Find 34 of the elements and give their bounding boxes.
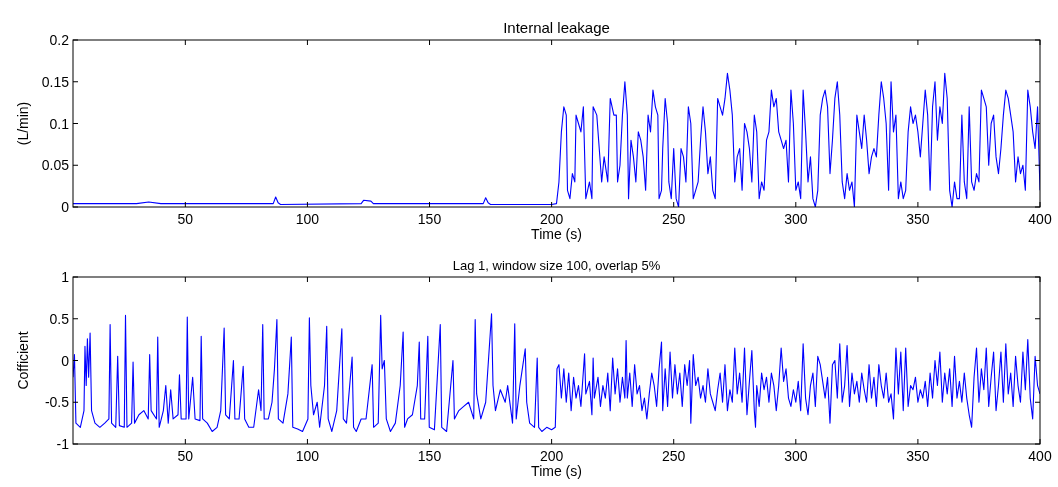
y-tick-label: 0.05 [41, 157, 70, 174]
x-tick-label: 150 [417, 448, 442, 464]
x-tick-label: 300 [784, 448, 808, 464]
x-tick-label: 400 [1028, 211, 1052, 227]
y-tick-label: -0.5 [44, 394, 70, 411]
x-tick-label: 50 [177, 448, 194, 464]
chart-title: Lag 1, window size 100, overlap 5% [452, 258, 661, 273]
chart-title: Internal leakage [503, 19, 610, 36]
x-tick-label: 250 [662, 448, 686, 464]
x-axis-title: Time (s) [531, 463, 582, 479]
x-tick-label: 300 [784, 211, 808, 227]
y-axis-title: (L/min) [15, 101, 31, 146]
x-tick-label: 100 [295, 448, 320, 464]
line-series [73, 72, 1040, 207]
x-tick-label: 50 [177, 211, 194, 227]
x-tick-label: 100 [295, 211, 320, 227]
x-tick-label: 350 [906, 211, 930, 227]
y-tick-label: -1 [56, 436, 70, 452]
x-tick-label: 350 [906, 448, 930, 464]
y-tick-label: 0.5 [49, 310, 70, 327]
y-tick-label: 1 [61, 269, 70, 285]
y-axis-title: Cofficient [15, 331, 31, 390]
y-tick-label: 0.1 [49, 115, 70, 132]
y-tick-label: 0 [61, 352, 70, 369]
y-tick-label: 0.2 [49, 32, 70, 48]
x-tick-label: 200 [539, 211, 564, 227]
x-axis-title: Time (s) [531, 226, 582, 242]
y-tick-label: 0.15 [41, 73, 70, 90]
x-tick-label: 200 [539, 448, 564, 464]
x-tick-label: 400 [1028, 448, 1052, 464]
line-series [73, 313, 1040, 433]
y-tick-label: 0 [61, 199, 70, 215]
x-tick-label: 150 [417, 211, 442, 227]
x-tick-label: 250 [662, 211, 686, 227]
